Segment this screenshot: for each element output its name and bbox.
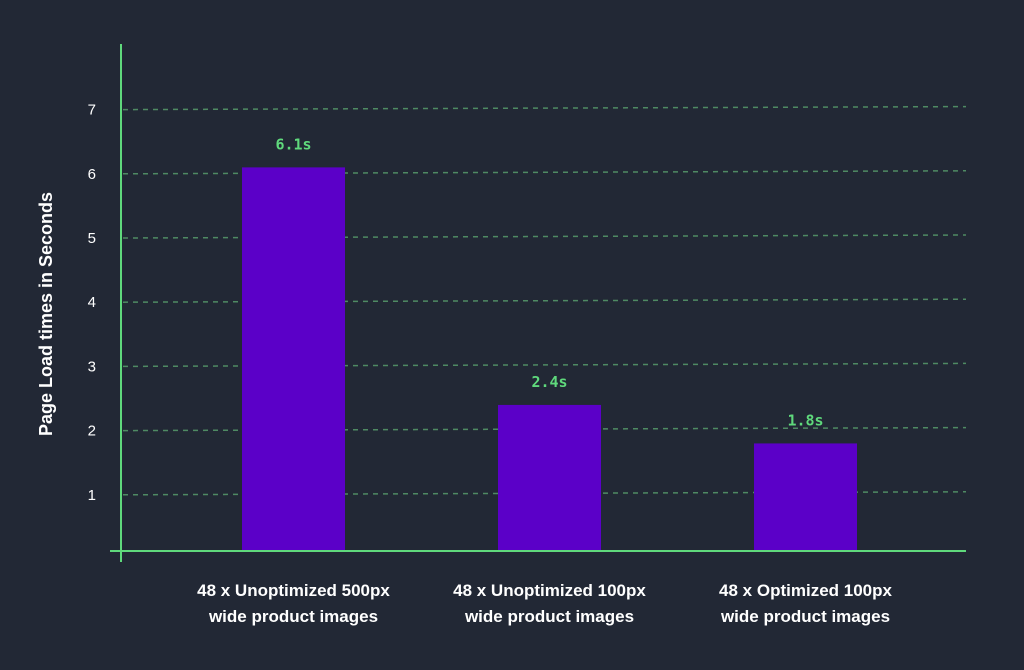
data-labels: 6.1s 2.4s 1.8s: [275, 135, 823, 429]
category-label: 48 x Unoptimized 100px: [453, 581, 646, 600]
y-tick-label: 2: [88, 423, 96, 440]
data-label: 2.4s: [531, 373, 567, 391]
y-tick-label: 7: [88, 102, 96, 119]
category-label: wide product images: [208, 607, 378, 626]
y-tick-label: 6: [88, 166, 96, 183]
category-label: 48 x Optimized 100px: [719, 581, 892, 600]
y-tick-label: 4: [88, 294, 96, 311]
bar: [498, 404, 601, 551]
category-label: 48 x Unoptimized 500px: [197, 581, 390, 600]
y-tick-label: 3: [88, 358, 96, 375]
y-tick-labels: 1 2 3 4 5 6 7: [88, 102, 96, 504]
gridline: [122, 105, 967, 111]
y-tick-label: 5: [88, 230, 96, 247]
category-labels: 48 x Unoptimized 500px wide product image…: [197, 581, 892, 626]
bar: [754, 443, 857, 551]
y-axis-label: Page Load times in Seconds: [36, 192, 56, 436]
bars: [242, 167, 857, 551]
bar: [242, 167, 345, 551]
category-label: wide product images: [720, 607, 890, 626]
category-label: wide product images: [464, 607, 634, 626]
data-label: 6.1s: [275, 135, 311, 153]
y-tick-label: 1: [88, 487, 96, 504]
data-label: 1.8s: [787, 411, 823, 429]
